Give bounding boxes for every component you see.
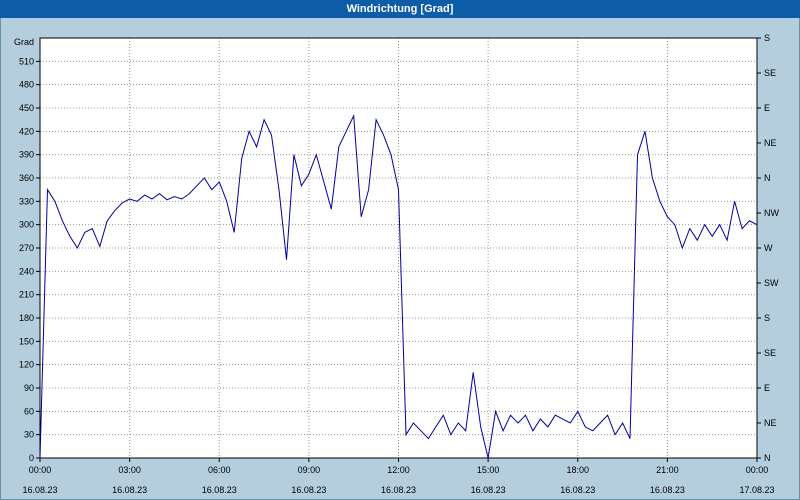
y-tick-label: 450 [19, 103, 34, 113]
x-time-label: 00:00 [746, 465, 769, 475]
x-time-label: 15:00 [477, 465, 500, 475]
x-date-label: 16.08.23 [112, 485, 147, 495]
compass-label: SE [764, 68, 776, 78]
x-date-label: 16.08.23 [560, 485, 595, 495]
compass-label: SW [764, 278, 779, 288]
y-tick-label: 270 [19, 243, 34, 253]
x-time-label: 03:00 [118, 465, 141, 475]
x-date-label: 16.08.23 [202, 485, 237, 495]
y-tick-label: 300 [19, 220, 34, 230]
y-tick-label: 390 [19, 150, 34, 160]
x-time-label: 00:00 [29, 465, 52, 475]
compass-label: S [764, 313, 770, 323]
x-date-label: 16.08.23 [650, 485, 685, 495]
y-tick-label: 240 [19, 266, 34, 276]
title-bar: Windrichtung [Grad] [0, 0, 800, 18]
compass-label: W [764, 243, 773, 253]
x-time-label: 21:00 [656, 465, 679, 475]
compass-label: NW [764, 208, 779, 218]
y-tick-label: 180 [19, 313, 34, 323]
compass-label: N [764, 453, 771, 463]
y-tick-label: 480 [19, 80, 34, 90]
y-tick-label: 90 [24, 383, 34, 393]
compass-label: E [764, 103, 770, 113]
plot-border [39, 37, 758, 459]
x-date-label: 16.08.23 [471, 485, 506, 495]
compass-label: SE [764, 348, 776, 358]
y-axis-unit-label: Grad [14, 37, 34, 47]
y-tick-label: 60 [24, 406, 34, 416]
compass-label: N [764, 173, 771, 183]
x-date-label: 17.08.23 [739, 485, 774, 495]
y-tick-label: 0 [29, 453, 34, 463]
y-tick-label: 210 [19, 290, 34, 300]
x-time-label: 06:00 [208, 465, 231, 475]
chart-svg: 0 30 60 90 120 150 180 210 240 270 300 330 360 390 420… [14, 33, 779, 495]
wind-direction-line [39, 113, 758, 459]
y-tick-label: 120 [19, 360, 34, 370]
y-tick-label: 360 [19, 173, 34, 183]
y-tick-label: 420 [19, 126, 34, 136]
y-tick-label: 150 [19, 336, 34, 346]
y-tick-label: 510 [19, 56, 34, 66]
y-tick-label: 330 [19, 196, 34, 206]
x-time-label: 18:00 [566, 465, 589, 475]
x-date-label: 16.08.23 [381, 485, 416, 495]
y-tick-label: 30 [24, 430, 34, 440]
compass-label: NE [764, 418, 777, 428]
x-time-label: 12:00 [387, 465, 410, 475]
compass-label: NE [764, 138, 777, 148]
compass-label: E [764, 383, 770, 393]
x-date-label: 16.08.23 [22, 485, 57, 495]
x-time-label: 09:00 [298, 465, 321, 475]
x-date-label: 16.08.23 [291, 485, 326, 495]
window-title: Windrichtung [Grad] [346, 3, 454, 15]
compass-label: S [764, 33, 770, 43]
